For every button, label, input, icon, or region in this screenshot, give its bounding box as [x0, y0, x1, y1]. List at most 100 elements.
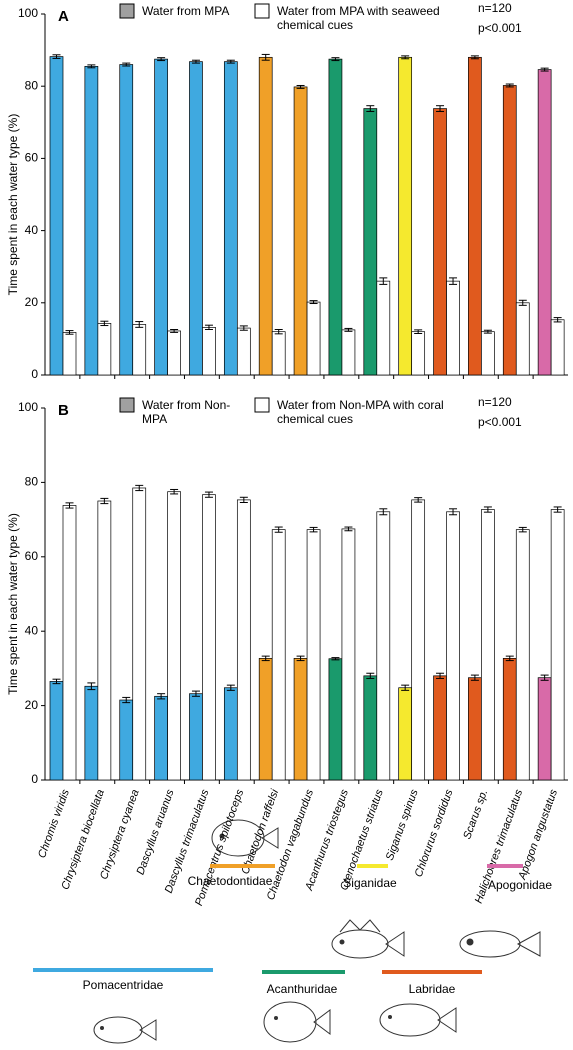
- error-bar: [518, 526, 527, 533]
- legend-label-box: Water from Non-MPA: [142, 398, 230, 426]
- error-bar: [191, 690, 200, 697]
- bar: [433, 675, 447, 781]
- x-tick-label: Chaetodon raffelsi: [239, 787, 281, 876]
- error-bar: [344, 526, 353, 532]
- bar: [293, 86, 308, 376]
- bar: [515, 529, 530, 781]
- y-tick-label: 100: [18, 400, 38, 414]
- error-bar: [226, 684, 235, 691]
- bar: [84, 65, 99, 376]
- legend-label-box: Water from MPA with seaweed chemical cue…: [277, 4, 440, 32]
- bar: [154, 58, 168, 376]
- error-bar: [331, 657, 340, 661]
- bar: [49, 681, 64, 781]
- y-tick-label: 20: [25, 698, 39, 712]
- error-bar: [366, 672, 375, 679]
- error-bar: [170, 329, 179, 333]
- error-bar: [470, 674, 479, 681]
- error-bar: [401, 55, 410, 60]
- error-bar: [379, 277, 388, 285]
- error-bar: [309, 526, 318, 533]
- bar: [167, 491, 181, 781]
- panel-letter: A: [58, 8, 69, 25]
- bar: [537, 677, 552, 781]
- bar: [306, 529, 321, 781]
- error-bar: [505, 83, 514, 88]
- x-tick-label: Scarus sp.: [461, 788, 490, 841]
- bar: [446, 280, 460, 376]
- bar: [502, 85, 517, 376]
- bar: [202, 326, 216, 376]
- bar: [468, 56, 482, 376]
- legend-label: Water from Non-MPA with coral chemical c…: [277, 398, 444, 426]
- x-tick-label: Dascyllus aruanus: [135, 787, 177, 876]
- error-bar: [296, 84, 305, 89]
- family-label: Apogonidae: [488, 878, 552, 892]
- error-bar: [65, 502, 74, 509]
- bar: [62, 505, 77, 781]
- bar: [236, 499, 251, 781]
- error-bar: [436, 105, 445, 112]
- family-label: Acanthuridae: [267, 982, 338, 996]
- y-tick-label: 80: [25, 475, 39, 489]
- error-bar: [331, 57, 340, 62]
- bar: [223, 687, 238, 781]
- bar: [363, 108, 378, 376]
- y-tick-label: 80: [25, 78, 39, 92]
- error-bar: [122, 62, 131, 67]
- error-bar: [261, 655, 270, 662]
- error-bar: [157, 693, 166, 700]
- bar: [258, 56, 273, 376]
- error-bar: [122, 696, 131, 704]
- bar: [258, 658, 273, 781]
- error-bar: [87, 682, 96, 691]
- error-bar: [344, 327, 353, 332]
- family-label: Pomacentridae: [83, 978, 164, 992]
- x-tick-label: Siganus spinus: [384, 787, 421, 862]
- y-axis-label: Time spent in each water type (%): [6, 513, 20, 695]
- error-bar: [483, 506, 492, 513]
- error-bar: [135, 321, 144, 328]
- bar: [62, 332, 77, 376]
- bar: [376, 280, 391, 376]
- bar: [341, 528, 356, 781]
- bar: [271, 331, 286, 376]
- bar: [132, 487, 147, 781]
- legend-label: Water from MPA: [142, 4, 230, 18]
- bar: [271, 529, 286, 781]
- bar: [328, 658, 343, 781]
- bar: [189, 693, 203, 781]
- error-bar: [52, 54, 61, 59]
- y-tick-label: 60: [25, 151, 39, 165]
- error-bar: [505, 655, 514, 662]
- x-tick-label: Chrysiptera cyanea: [98, 788, 142, 881]
- bar: [154, 695, 168, 781]
- error-bar: [449, 277, 458, 285]
- error-bar: [401, 684, 410, 691]
- error-bar: [87, 64, 96, 69]
- bar: [502, 658, 517, 781]
- family-label: Chaetodontidae: [188, 874, 273, 888]
- error-bar: [366, 105, 375, 112]
- bar: [328, 58, 343, 376]
- bar: [97, 500, 112, 781]
- error-bar: [191, 59, 200, 64]
- bar: [363, 675, 378, 781]
- legend-swatch: [254, 397, 270, 413]
- annotation: p<0.001: [478, 415, 522, 429]
- error-bar: [540, 674, 549, 681]
- bar: [411, 331, 426, 376]
- bar: [376, 511, 391, 781]
- family-label: Siganidae: [343, 876, 397, 890]
- y-tick-label: 60: [25, 549, 39, 563]
- bar: [398, 687, 413, 781]
- error-bar: [204, 491, 213, 498]
- error-bar: [483, 329, 492, 334]
- y-axis-label: Time spent in each water type (%): [6, 114, 20, 296]
- bar: [411, 499, 426, 781]
- y-tick-label: 40: [25, 623, 39, 637]
- bar: [202, 494, 216, 781]
- error-bar: [436, 672, 445, 679]
- bar: [84, 685, 99, 781]
